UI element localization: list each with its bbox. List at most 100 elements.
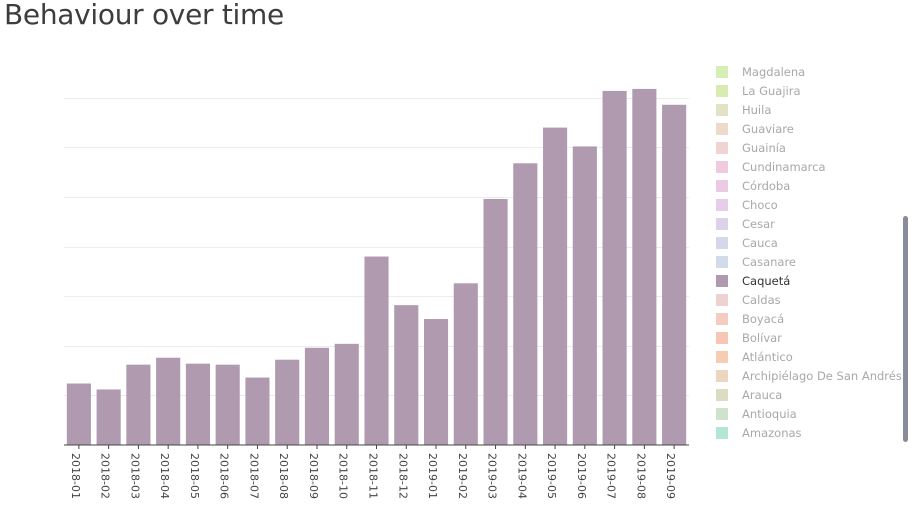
legend-item[interactable]: Caquetá <box>716 271 906 290</box>
legend-label: Caquetá <box>742 273 791 288</box>
chart-bars <box>66 88 687 446</box>
bar-2019-05[interactable] <box>543 127 568 445</box>
legend-label: Atlántico <box>742 349 793 364</box>
legend-item[interactable]: Archipiélago De San Andrés <box>716 366 906 385</box>
legend-swatch <box>716 331 728 344</box>
bar-2018-12[interactable] <box>394 305 419 445</box>
x-tick-label: 2018-02 <box>99 453 112 499</box>
legend-item[interactable]: Huila <box>716 100 906 119</box>
bar-2018-09[interactable] <box>304 347 330 445</box>
x-tick-label: 2019-03 <box>486 453 499 499</box>
legend-label: Cesar <box>742 216 775 231</box>
legend-swatch <box>716 350 728 363</box>
legend-item[interactable]: Arauca <box>716 385 906 404</box>
legend-swatch <box>716 388 728 401</box>
bar-2018-01[interactable] <box>66 383 91 446</box>
bar-2019-09[interactable] <box>662 104 687 445</box>
bar-2018-08[interactable] <box>275 359 300 445</box>
legend-swatch <box>716 293 728 306</box>
legend-item[interactable]: Atlántico <box>716 347 906 366</box>
legend-swatch <box>716 65 728 78</box>
legend-label: La Guajira <box>742 83 801 98</box>
bar-2018-10[interactable] <box>334 343 359 445</box>
bar-chart: 2018-01 2018-02 2018-03 2018-04 2018-05 2018-… <box>64 88 689 499</box>
legend: Magdalena La Guajira Huila Guaviare Guainía C… <box>716 62 906 442</box>
legend-item[interactable]: Casanare <box>716 252 906 271</box>
x-tick-label: 2018-01 <box>69 453 82 499</box>
legend-label: Huila <box>742 102 772 117</box>
legend-swatch <box>716 312 728 325</box>
bar-2019-08[interactable] <box>632 88 657 445</box>
bar-2019-01[interactable] <box>423 319 449 445</box>
legend-item[interactable]: Antioquia <box>716 404 906 423</box>
bar-2019-07[interactable] <box>602 90 627 445</box>
legend-swatch <box>716 217 728 230</box>
legend-label: Cauca <box>742 235 778 250</box>
legend-swatch <box>716 84 728 97</box>
legend-label: Amazonas <box>742 425 802 440</box>
bar-2018-02[interactable] <box>96 389 121 445</box>
legend-label: Arauca <box>742 387 783 402</box>
legend-label: Casanare <box>742 254 797 269</box>
legend-swatch <box>716 426 728 439</box>
legend-item[interactable]: Boyacá <box>716 309 906 328</box>
legend-label: Boyacá <box>742 311 785 326</box>
x-tick-label: 2019-01 <box>426 453 439 499</box>
legend-label: Caldas <box>742 292 781 307</box>
x-tick-label: 2018-10 <box>337 453 350 499</box>
bar-2019-06[interactable] <box>572 146 597 445</box>
bar-2018-04[interactable] <box>156 357 181 445</box>
bar-2018-05[interactable] <box>185 363 210 445</box>
legend-swatch <box>716 160 728 173</box>
x-tick-label: 2018-11 <box>367 453 380 499</box>
legend-item[interactable]: Guainía <box>716 138 906 157</box>
legend-item[interactable]: Guaviare <box>716 119 906 138</box>
bar-2019-03[interactable] <box>483 199 508 445</box>
legend-label: Antioquia <box>742 406 797 421</box>
legend-label: Guainía <box>742 140 786 155</box>
x-tick-label: 2018-09 <box>307 453 320 499</box>
x-tick-label: 2019-02 <box>456 453 469 499</box>
x-tick-label: 2019-05 <box>545 453 558 499</box>
legend-swatch <box>716 103 728 116</box>
bar-2018-06[interactable] <box>215 364 240 445</box>
legend-item[interactable]: Bolívar <box>716 328 906 347</box>
bar-2019-04[interactable] <box>513 163 538 446</box>
legend-label: Guaviare <box>742 121 794 136</box>
legend-item[interactable]: Caldas <box>716 290 906 309</box>
x-tick-label: 2019-06 <box>575 453 588 499</box>
legend-item[interactable]: Cesar <box>716 214 906 233</box>
x-tick-label: 2018-08 <box>277 453 290 499</box>
legend-item[interactable]: Choco <box>716 195 906 214</box>
legend-item[interactable]: La Guajira <box>716 81 906 100</box>
legend-item[interactable]: Cundinamarca <box>716 157 906 176</box>
legend-swatch <box>716 369 728 382</box>
page-title: Behaviour over time <box>4 0 284 31</box>
legend-item[interactable]: Amazonas <box>716 423 906 442</box>
x-tick-label: 2018-04 <box>158 453 171 499</box>
bar-2018-07[interactable] <box>245 377 270 445</box>
legend-label: Cundinamarca <box>742 159 826 174</box>
x-tick-labels: 2018-01 2018-02 2018-03 2018-04 2018-05 2018-… <box>69 445 677 499</box>
legend-swatch <box>716 141 728 154</box>
legend-swatch <box>716 407 728 420</box>
legend-scrollbar[interactable] <box>903 216 908 442</box>
legend-label: Magdalena <box>742 64 806 79</box>
legend-swatch <box>716 255 728 268</box>
x-tick-label: 2018-06 <box>218 453 231 499</box>
bar-2018-03[interactable] <box>126 364 151 445</box>
legend-swatch <box>716 198 728 211</box>
legend-item[interactable]: Cauca <box>716 233 906 252</box>
x-tick-label: 2019-08 <box>634 453 647 499</box>
x-tick-label: 2018-07 <box>247 453 260 499</box>
legend-item[interactable]: Córdoba <box>716 176 906 195</box>
legend-item[interactable]: Magdalena <box>716 62 906 81</box>
legend-swatch <box>716 179 728 192</box>
x-tick-label: 2019-07 <box>605 453 618 499</box>
x-tick-label: 2018-12 <box>396 453 409 499</box>
bar-2019-02[interactable] <box>453 283 478 445</box>
legend-label: Córdoba <box>742 178 791 193</box>
x-tick-label: 2019-04 <box>515 453 528 499</box>
legend-swatch <box>716 236 728 249</box>
bar-2018-11[interactable] <box>364 256 389 445</box>
